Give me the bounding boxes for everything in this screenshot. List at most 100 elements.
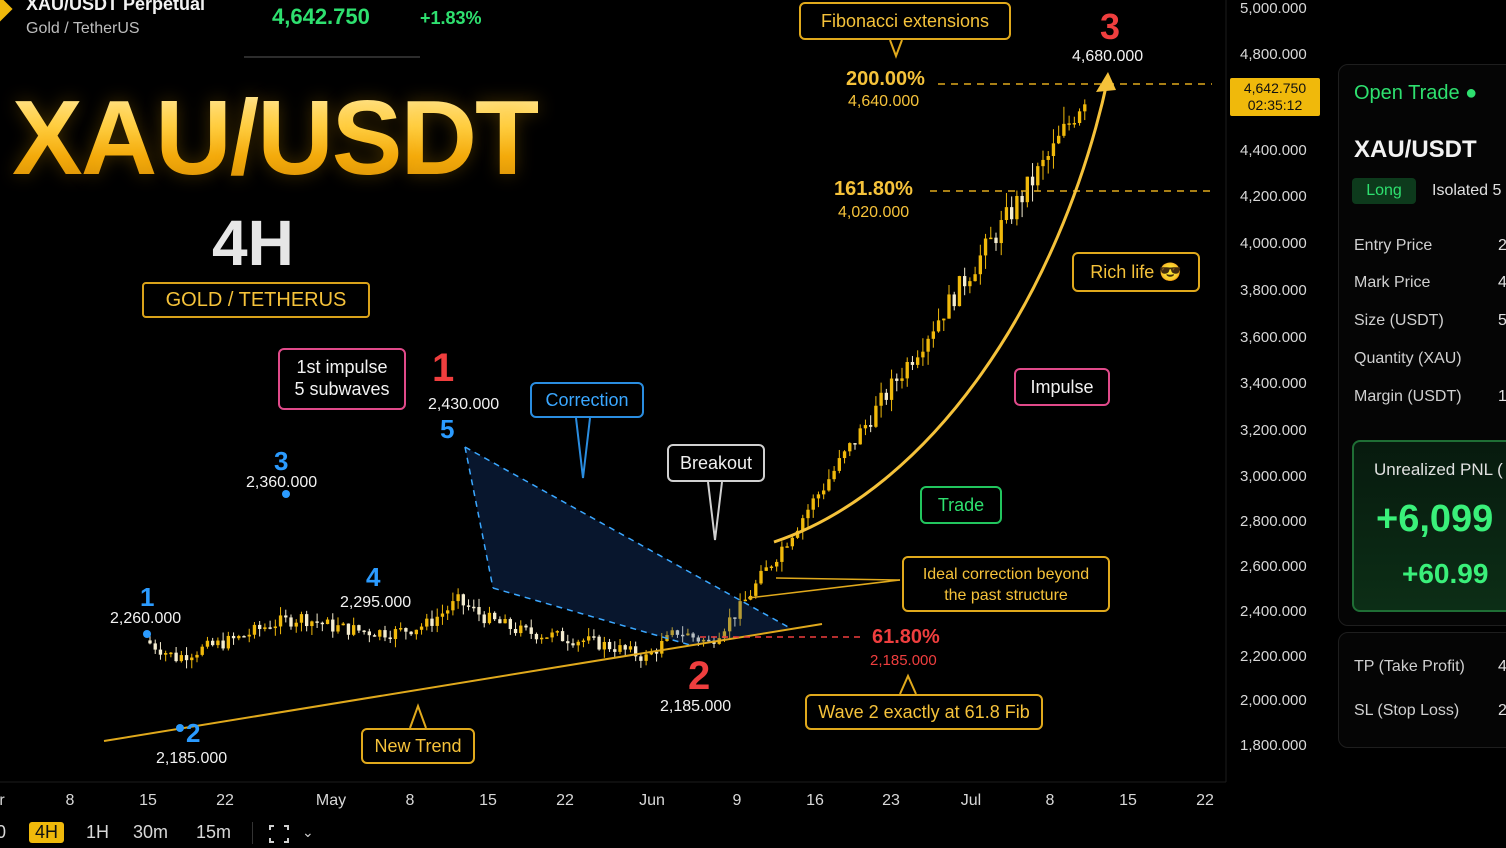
- candle-body[interactable]: [727, 617, 732, 632]
- candle-body[interactable]: [331, 619, 335, 632]
- candle-body[interactable]: [790, 537, 795, 547]
- candle-body[interactable]: [466, 605, 471, 607]
- candle-body[interactable]: [983, 238, 988, 256]
- candle-body[interactable]: [628, 646, 633, 650]
- candle-body[interactable]: [1015, 195, 1019, 220]
- candle-body[interactable]: [733, 617, 737, 619]
- candle-body[interactable]: [571, 643, 575, 646]
- candle-body[interactable]: [999, 220, 1003, 244]
- candle-body[interactable]: [513, 628, 518, 634]
- candle-body[interactable]: [942, 318, 946, 321]
- candle-body[interactable]: [1046, 156, 1050, 160]
- candle-body[interactable]: [769, 566, 774, 569]
- candle-body[interactable]: [163, 653, 168, 655]
- timeframe-4h[interactable]: 4H: [29, 822, 65, 843]
- candle-body[interactable]: [351, 625, 356, 635]
- candle-body[interactable]: [910, 361, 915, 365]
- candle-body[interactable]: [649, 651, 654, 655]
- candle-body[interactable]: [968, 281, 972, 287]
- candle-body[interactable]: [357, 625, 361, 631]
- candle-body[interactable]: [686, 633, 690, 636]
- candle-body[interactable]: [560, 631, 565, 642]
- candle-body[interactable]: [1072, 123, 1077, 125]
- candle-body[interactable]: [195, 654, 199, 658]
- candle-body[interactable]: [952, 294, 956, 307]
- candle-body[interactable]: [743, 599, 748, 602]
- candle-body[interactable]: [607, 641, 612, 650]
- candle-body[interactable]: [216, 640, 220, 646]
- candle-body[interactable]: [654, 651, 659, 654]
- candle-body[interactable]: [701, 639, 706, 642]
- candle-body[interactable]: [774, 561, 779, 567]
- candle-body[interactable]: [148, 640, 152, 644]
- candle-body[interactable]: [268, 627, 272, 629]
- candle-body[interactable]: [801, 518, 805, 531]
- candle-body[interactable]: [430, 618, 434, 626]
- candle-body[interactable]: [414, 629, 419, 635]
- candle-body[interactable]: [273, 626, 278, 629]
- candle-body[interactable]: [482, 614, 486, 624]
- candle-body[interactable]: [1051, 143, 1056, 157]
- candle-body[interactable]: [231, 635, 236, 639]
- candle-body[interactable]: [785, 546, 789, 548]
- candle-body[interactable]: [555, 631, 560, 633]
- candle-body[interactable]: [691, 633, 695, 638]
- candle-body[interactable]: [1062, 123, 1066, 136]
- candle-body[interactable]: [393, 629, 398, 640]
- candle-body[interactable]: [1009, 207, 1014, 220]
- candle-body[interactable]: [1077, 111, 1082, 124]
- timeframe-1h[interactable]: 1H: [86, 822, 110, 842]
- candle-body[interactable]: [461, 594, 466, 606]
- candle-body[interactable]: [372, 635, 377, 637]
- candle-body[interactable]: [508, 619, 513, 629]
- candle-body[interactable]: [759, 570, 763, 584]
- candle-body[interactable]: [169, 652, 173, 655]
- candle-body[interactable]: [440, 613, 445, 617]
- candle-body[interactable]: [210, 640, 215, 646]
- candle-body[interactable]: [994, 237, 998, 244]
- candle-body[interactable]: [487, 612, 492, 624]
- candle-body[interactable]: [1036, 166, 1040, 186]
- candle-body[interactable]: [764, 567, 768, 571]
- candle-body[interactable]: [252, 624, 257, 635]
- candle-body[interactable]: [1041, 159, 1045, 167]
- candle-body[interactable]: [973, 274, 977, 282]
- candle-body[interactable]: [978, 255, 983, 275]
- candle-body[interactable]: [754, 583, 758, 596]
- candle-body[interactable]: [362, 630, 366, 633]
- candle-body[interactable]: [519, 625, 523, 634]
- candle-body[interactable]: [962, 276, 967, 287]
- candle-body[interactable]: [409, 631, 413, 635]
- candle-body[interactable]: [378, 630, 382, 637]
- candle-body[interactable]: [811, 498, 815, 510]
- candle-body[interactable]: [926, 338, 930, 352]
- candle-body[interactable]: [341, 623, 345, 626]
- candle-body[interactable]: [545, 637, 549, 639]
- chevron-down-icon[interactable]: ⌄: [302, 824, 314, 840]
- candle-body[interactable]: [1056, 135, 1061, 144]
- candle-body[interactable]: [806, 509, 810, 519]
- candle-body[interactable]: [529, 627, 533, 634]
- candle-body[interactable]: [842, 451, 847, 459]
- candle-body[interactable]: [848, 443, 852, 452]
- candle-body[interactable]: [190, 657, 194, 661]
- candle-body[interactable]: [879, 392, 883, 406]
- candle-body[interactable]: [284, 615, 288, 618]
- candle-body[interactable]: [278, 615, 283, 627]
- candle-body[interactable]: [336, 625, 340, 632]
- candle-body[interactable]: [780, 546, 784, 562]
- candle-body[interactable]: [816, 494, 821, 499]
- candle-body[interactable]: [905, 361, 909, 379]
- candle-body[interactable]: [205, 640, 210, 647]
- candle-body[interactable]: [957, 276, 962, 307]
- candle-body[interactable]: [602, 641, 607, 650]
- candle-body[interactable]: [263, 627, 267, 630]
- candle-body[interactable]: [346, 623, 351, 635]
- candle-body[interactable]: [821, 490, 826, 495]
- candle-body[interactable]: [947, 294, 951, 319]
- candle-body[interactable]: [832, 470, 836, 480]
- candle-body[interactable]: [425, 618, 429, 627]
- candle-body[interactable]: [586, 636, 591, 641]
- candle-body[interactable]: [931, 331, 936, 339]
